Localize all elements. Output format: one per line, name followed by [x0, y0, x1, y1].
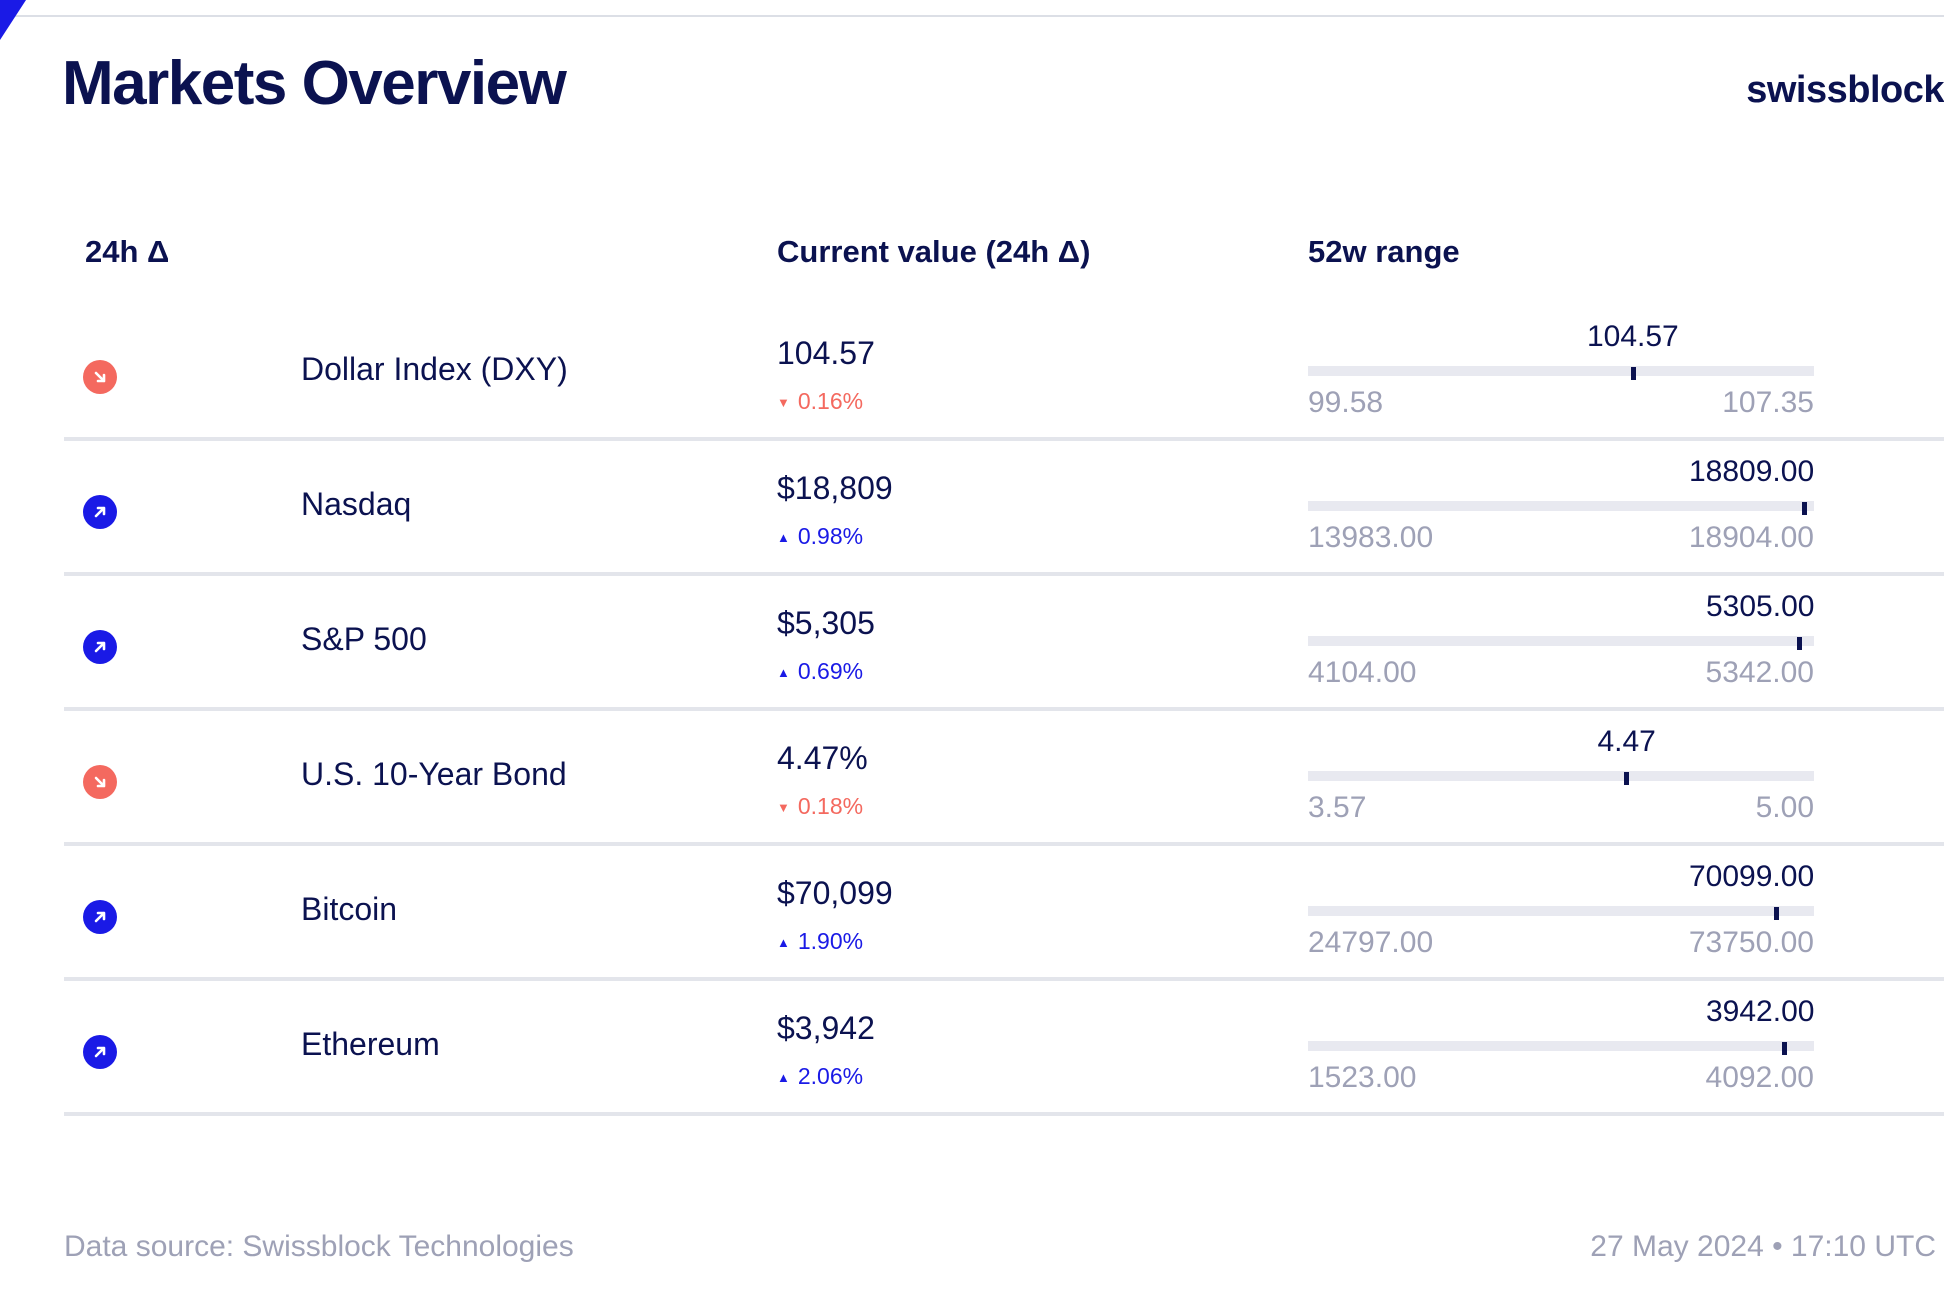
arrow-up-right-icon: [94, 1046, 106, 1058]
change-value: 2.06%: [797, 1063, 864, 1089]
range-bar: 18809.00 13983.00 18904.00: [1308, 441, 1814, 572]
page-title: Markets Overview: [62, 49, 567, 118]
range-bar: 104.57 99.58 107.35: [1308, 306, 1814, 437]
range-track: [1308, 501, 1814, 511]
range-track: [1308, 366, 1814, 376]
triangle-up-icon: ▲: [777, 1070, 790, 1085]
column-header-delta: 24h Δ: [85, 234, 170, 269]
arrow-down-right-icon: [94, 776, 106, 788]
markets-table: Dollar Index (DXY) 104.57 ▼ 0.16% 104.57 …: [64, 306, 1944, 1116]
arrow-up-right-icon: [83, 1035, 117, 1069]
timestamp: 27 May 2024 • 17:10 UTC: [1590, 1230, 1936, 1263]
change-24h: ▲ 2.06%: [777, 1061, 863, 1095]
range-low-label: 4104.00: [1308, 656, 1417, 689]
brand-logo: swissblock: [1746, 69, 1944, 111]
triangle-down-icon: ▼: [777, 395, 790, 410]
table-row: Dollar Index (DXY) 104.57 ▼ 0.16% 104.57 …: [64, 306, 1944, 441]
current-value: $70,099: [777, 875, 893, 911]
range-current-label: 3942.00: [1706, 995, 1815, 1028]
triangle-up-icon: ▲: [777, 665, 790, 680]
range-low-label: 99.58: [1308, 386, 1384, 419]
range-high-label: 18904.00: [1688, 521, 1814, 554]
range-high-label: 5342.00: [1705, 656, 1814, 689]
change-value: 0.69%: [797, 658, 864, 684]
current-value: $18,809: [777, 470, 893, 506]
range-low-label: 24797.00: [1308, 926, 1434, 959]
change-24h: ▼ 0.16%: [777, 386, 863, 420]
arrow-up-right-icon: [94, 506, 106, 518]
change-value: 0.16%: [797, 388, 864, 414]
range-marker: [1624, 772, 1630, 785]
range-track: [1308, 906, 1814, 916]
market-name: S&P 500: [301, 621, 427, 657]
range-current-label: 5305.00: [1706, 590, 1815, 623]
market-name: Nasdaq: [301, 486, 412, 522]
column-header-52w-range: 52w range: [1308, 234, 1460, 269]
arrow-up-right-icon: [83, 495, 117, 529]
table-row: Ethereum $3,942 ▲ 2.06% 3942.00 1523.00 4…: [64, 981, 1944, 1116]
range-current-label: 70099.00: [1689, 860, 1815, 893]
range-low-label: 3.57: [1308, 791, 1367, 824]
market-name: Dollar Index (DXY): [301, 351, 568, 387]
range-high-label: 73750.00: [1688, 926, 1814, 959]
column-header-current-value: Current value (24h Δ): [777, 234, 1091, 269]
market-name: Bitcoin: [301, 891, 398, 927]
table-row: U.S. 10-Year Bond 4.47% ▼ 0.18% 4.47 3.57…: [64, 711, 1944, 846]
range-bar: 70099.00 24797.00 73750.00: [1308, 846, 1814, 977]
current-value: 4.47%: [777, 740, 868, 776]
range-bar: 5305.00 4104.00 5342.00: [1308, 576, 1814, 707]
change-value: 1.90%: [797, 928, 864, 954]
arrow-up-right-icon: [83, 900, 117, 934]
range-marker: [1774, 907, 1780, 920]
current-value: 104.57: [777, 335, 875, 371]
range-high-label: 5.00: [1755, 791, 1814, 824]
corner-accent: [0, 0, 26, 40]
change-value: 0.98%: [797, 523, 864, 549]
range-current-label: 18809.00: [1689, 455, 1815, 488]
arrow-up-right-icon: [94, 911, 106, 923]
arrow-up-right-icon: [94, 641, 106, 653]
range-track: [1308, 1041, 1814, 1051]
data-source: Data source: Swissblock Technologies: [64, 1230, 574, 1263]
range-marker: [1782, 1042, 1788, 1055]
range-current-label: 104.57: [1586, 320, 1679, 353]
triangle-up-icon: ▲: [777, 530, 790, 545]
change-24h: ▲ 0.98%: [777, 521, 863, 555]
change-24h: ▲ 0.69%: [777, 656, 863, 690]
range-track: [1308, 636, 1814, 646]
current-value: $3,942: [777, 1010, 875, 1046]
current-value: $5,305: [777, 605, 875, 641]
range-low-label: 13983.00: [1308, 521, 1434, 554]
change-24h: ▼ 0.18%: [777, 791, 863, 825]
arrow-down-right-icon: [83, 360, 117, 394]
range-marker: [1630, 367, 1636, 380]
range-high-label: 107.35: [1722, 386, 1814, 419]
range-marker: [1802, 502, 1808, 515]
change-value: 0.18%: [797, 793, 864, 819]
arrow-up-right-icon: [83, 630, 117, 664]
range-current-label: 4.47: [1597, 725, 1656, 758]
range-marker: [1796, 637, 1802, 650]
table-row: Nasdaq $18,809 ▲ 0.98% 18809.00 13983.00 …: [64, 441, 1944, 576]
arrow-down-right-icon: [83, 765, 117, 799]
range-high-label: 4092.00: [1705, 1061, 1814, 1094]
market-name: Ethereum: [301, 1026, 440, 1062]
range-bar: 3942.00 1523.00 4092.00: [1308, 981, 1814, 1112]
table-row: S&P 500 $5,305 ▲ 0.69% 5305.00 4104.00 53…: [64, 576, 1944, 711]
change-24h: ▲ 1.90%: [777, 926, 863, 960]
range-bar: 4.47 3.57 5.00: [1308, 711, 1814, 842]
range-track: [1308, 771, 1814, 781]
range-low-label: 1523.00: [1308, 1061, 1417, 1094]
arrow-down-right-icon: [94, 371, 106, 383]
market-name: U.S. 10-Year Bond: [301, 756, 567, 792]
triangle-down-icon: ▼: [777, 800, 790, 815]
table-row: Bitcoin $70,099 ▲ 1.90% 70099.00 24797.00…: [64, 846, 1944, 981]
top-divider: [0, 15, 1944, 17]
triangle-up-icon: ▲: [777, 935, 790, 950]
